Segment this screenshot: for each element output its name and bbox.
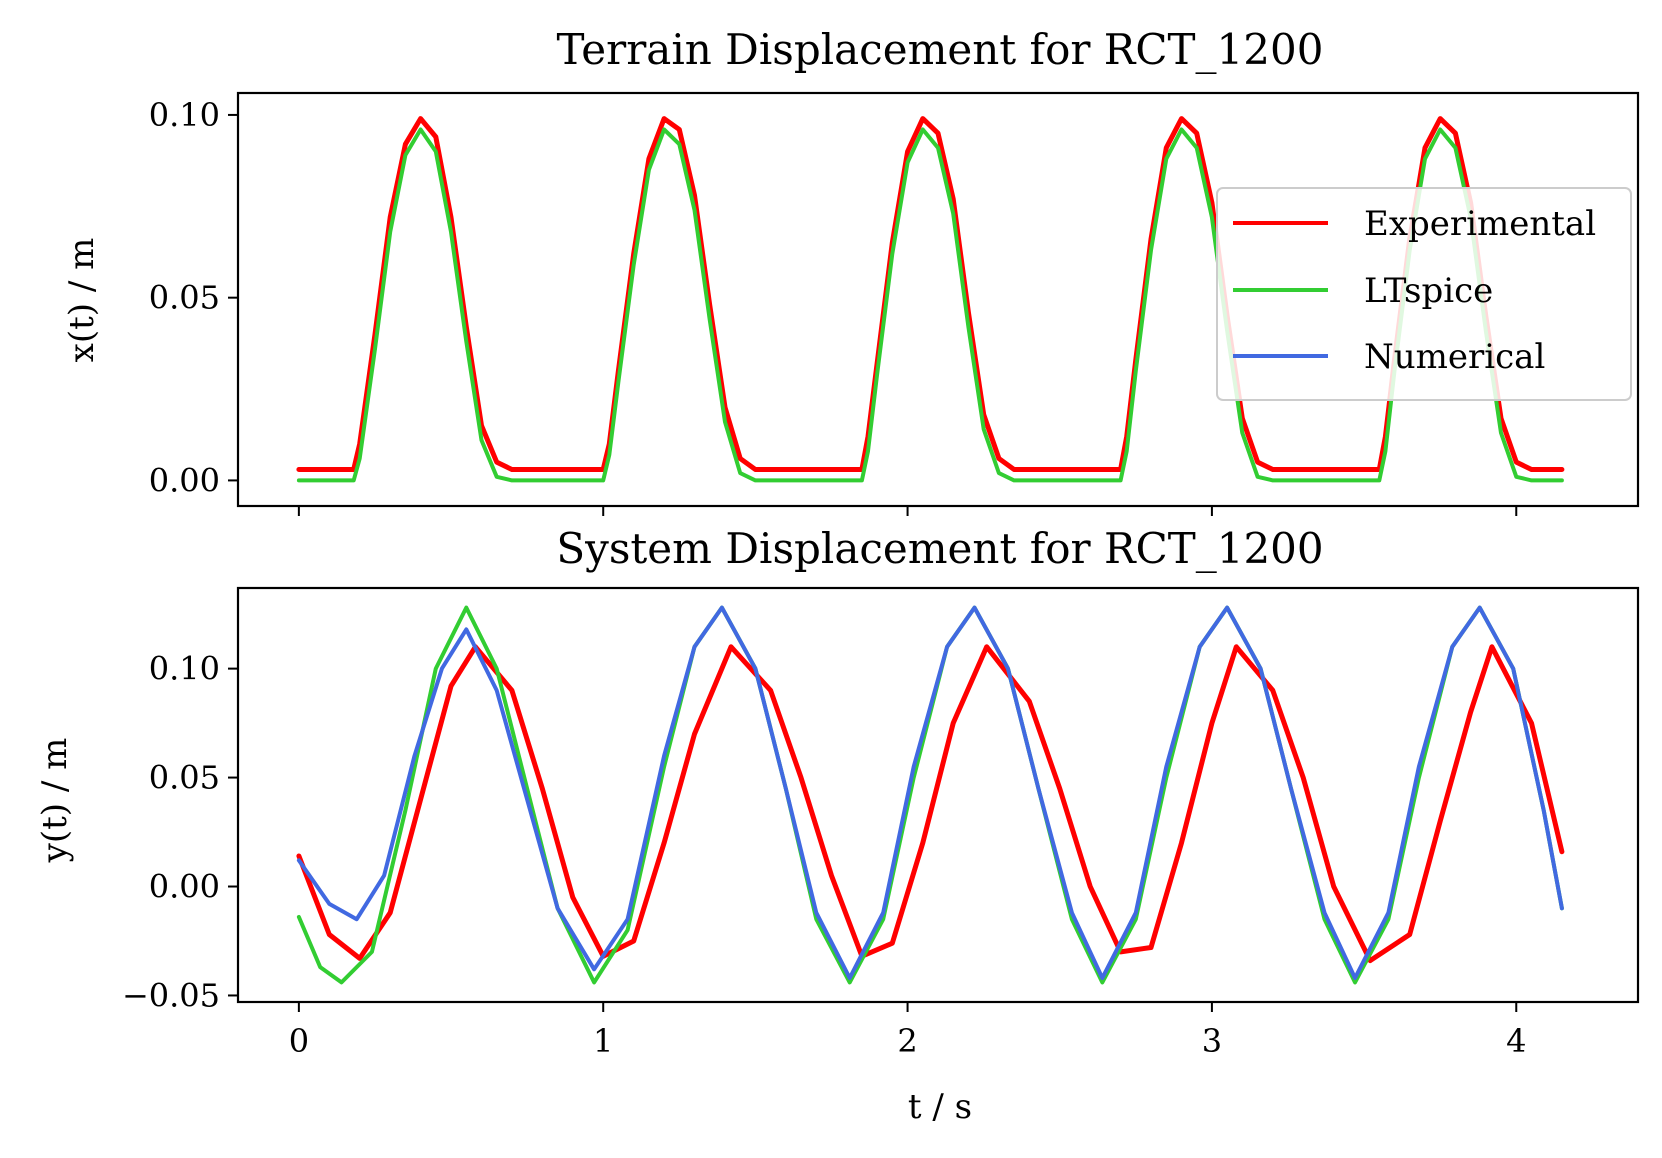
system-ytick-label: 0.05 <box>149 759 220 797</box>
system-xtick-label: 3 <box>1202 1022 1222 1060</box>
terrain-ytick-label: 0.05 <box>149 279 220 317</box>
system-y-ticks: −0.05 0.00 0.05 0.10 <box>122 650 238 1014</box>
terrain-axes-frame <box>236 91 1640 508</box>
system-series-group <box>296 605 1565 985</box>
system-ytick-label: 0.10 <box>149 650 220 688</box>
terrain-panel: Terrain Displacement for RCT_1200 0.000.… <box>62 25 1640 516</box>
terrain-ytick-label: 0.10 <box>149 96 220 134</box>
system-title: System Displacement for RCT_1200 <box>556 524 1323 573</box>
terrain-title: Terrain Displacement for RCT_1200 <box>557 25 1324 74</box>
legend-label-numerical: Numerical <box>1364 337 1545 377</box>
terrain-x-ticks <box>297 506 1518 516</box>
system-x-label: t / s <box>908 1087 972 1127</box>
legend-label-experimental: Experimental <box>1364 204 1596 244</box>
terrain-ytick-label: 0.00 <box>149 461 220 499</box>
system-ytick-label: 0.00 <box>149 868 220 906</box>
legend: Experimental LTspice Numerical <box>1216 187 1632 401</box>
system-xtick-label: 2 <box>897 1022 917 1060</box>
system-panel: System Displacement for RCT_1200 −0.05 0.… <box>35 524 1640 1127</box>
terrain-y-ticks: 0.00 0.05 0.10 <box>149 96 238 499</box>
system-xtick-label: 4 <box>1506 1022 1526 1060</box>
system-axes-frame <box>236 586 1640 1004</box>
system-y-label: y(t) / m <box>35 738 75 864</box>
system-ytick-label: −0.05 <box>122 976 220 1014</box>
legend-box <box>1216 187 1632 401</box>
terrain-y-label: x(t) / m <box>62 238 102 363</box>
system-line-experimental <box>296 644 1565 964</box>
system-xtick-label: 1 <box>593 1022 613 1060</box>
legend-label-ltspice: LTspice <box>1364 271 1493 311</box>
system-line-numerical <box>296 605 1564 980</box>
system-x-ticks: 0 1 2 3 4 <box>289 1002 1526 1060</box>
system-xtick-label: 0 <box>289 1022 309 1060</box>
